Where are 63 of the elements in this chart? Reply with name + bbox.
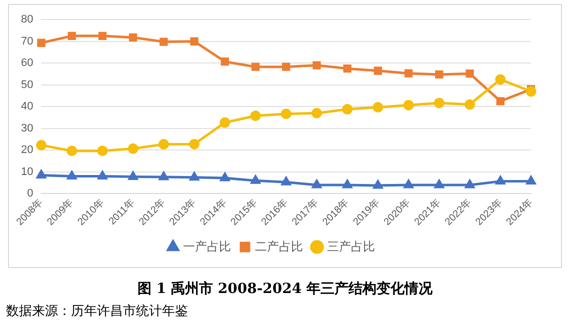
point [465, 180, 474, 188]
point [160, 38, 168, 46]
point [372, 102, 384, 113]
text: 图 1 禹州市 2008-2024 年三产结构变化情况 [136, 280, 434, 298]
point [68, 32, 76, 40]
point [250, 110, 261, 122]
point [342, 104, 353, 115]
point [311, 108, 322, 118]
point [526, 176, 536, 185]
point [435, 70, 444, 79]
y-tick-label: 20 [20, 144, 34, 156]
y-tick-label: 40 [20, 100, 34, 113]
point [280, 108, 292, 120]
point [404, 180, 414, 188]
point [434, 180, 444, 188]
y-tick-label: 50 [20, 78, 34, 91]
point [526, 86, 536, 97]
legend-label: 二产占比 [255, 239, 303, 254]
point [220, 58, 229, 66]
point [98, 32, 107, 40]
point [496, 97, 504, 106]
point [98, 171, 108, 180]
point [312, 61, 321, 70]
y-tick-label: 70 [20, 35, 34, 48]
point [403, 100, 414, 110]
point [67, 171, 77, 180]
y-tick-label: 60 [20, 57, 34, 70]
y-tick-label: 10 [20, 166, 34, 178]
point [495, 74, 506, 85]
point [158, 172, 168, 180]
legend-label: 一产占比 [183, 239, 231, 254]
point [373, 180, 383, 189]
legend-label: 三产占比 [327, 239, 375, 254]
y-tick-label: 0 [27, 188, 34, 200]
point [189, 138, 200, 150]
y-tick-label: 30 [20, 122, 34, 134]
point [251, 62, 260, 71]
point [343, 64, 352, 73]
point [434, 98, 444, 108]
point [128, 33, 138, 42]
point [281, 176, 291, 186]
point [158, 139, 169, 150]
point [404, 69, 413, 78]
point [66, 146, 78, 156]
point [466, 69, 474, 78]
point [36, 170, 46, 178]
point [250, 175, 260, 184]
point [190, 37, 198, 46]
point [282, 62, 290, 71]
point [128, 171, 138, 180]
point [128, 143, 138, 154]
point [97, 146, 108, 156]
source-note: 数据来源：历年许昌市统计年鉴 [6, 303, 188, 320]
point [464, 99, 476, 110]
point [374, 66, 382, 75]
point [37, 38, 46, 47]
point [36, 140, 46, 150]
point [220, 172, 230, 182]
point [312, 180, 322, 188]
point [220, 117, 230, 128]
point [342, 180, 352, 188]
y-tick-label: 80 [20, 14, 34, 26]
point [496, 176, 506, 185]
